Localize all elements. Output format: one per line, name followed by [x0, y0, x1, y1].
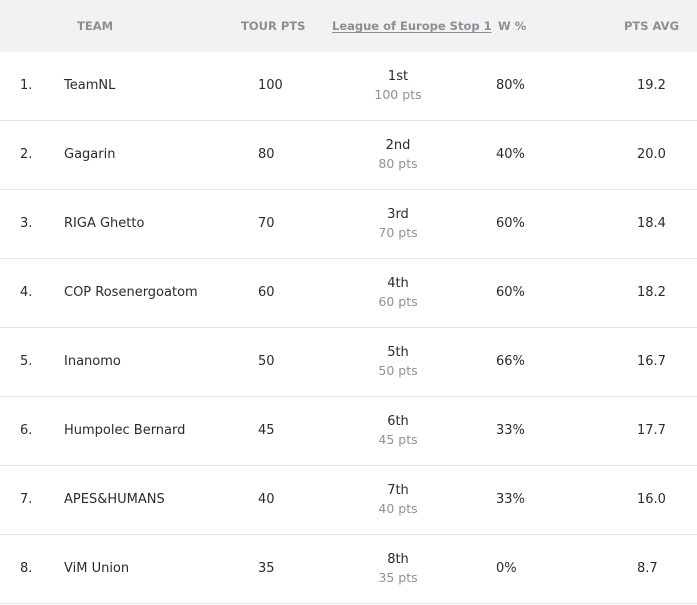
stop-result: 8th 35 pts — [360, 551, 436, 587]
stop-pts: 45 pts — [378, 432, 418, 447]
win-pct: 60% — [496, 216, 525, 231]
table-row: 3. RIGA Ghetto 70 3rd 70 pts 60% 18.4 — [0, 190, 697, 259]
stop-place: 3rd — [387, 207, 409, 222]
header-win-pct: W % — [498, 19, 527, 33]
tour-pts: 40 — [258, 492, 275, 507]
table-row: 4. COP Rosenergoatom 60 4th 60 pts 60% 1… — [0, 259, 697, 328]
stop-place: 7th — [387, 483, 409, 498]
win-pct: 60% — [496, 285, 525, 300]
stop-result: 6th 45 pts — [360, 413, 436, 449]
tour-pts: 50 — [258, 354, 275, 369]
stop-pts: 50 pts — [378, 363, 418, 378]
rank: 8. — [20, 561, 33, 576]
table-row: 7. APES&HUMANS 40 7th 40 pts 33% 16.0 — [0, 466, 697, 535]
pts-avg: 20.0 — [637, 147, 666, 162]
stop-result: 1st 100 pts — [360, 68, 436, 104]
stop-place: 4th — [387, 276, 409, 291]
tour-pts: 45 — [258, 423, 275, 438]
rank: 5. — [20, 354, 33, 369]
team-name[interactable]: TeamNL — [64, 78, 116, 93]
stop-pts: 35 pts — [378, 570, 418, 585]
header-tour-pts: TOUR PTS — [241, 19, 306, 33]
rank: 6. — [20, 423, 33, 438]
team-name[interactable]: Gagarin — [64, 147, 116, 162]
team-name[interactable]: ViM Union — [64, 561, 130, 576]
pts-avg: 17.7 — [637, 423, 666, 438]
stop-result: 7th 40 pts — [360, 482, 436, 518]
win-pct: 40% — [496, 147, 525, 162]
team-name[interactable]: Humpolec Bernard — [64, 423, 186, 438]
win-pct: 80% — [496, 78, 525, 93]
table-row: 1. TeamNL 100 1st 100 pts 80% 19.2 — [0, 52, 697, 121]
team-name[interactable]: RIGA Ghetto — [64, 216, 145, 231]
stop-pts: 40 pts — [378, 501, 418, 516]
stop-result: 2nd 80 pts — [360, 137, 436, 173]
stop-place: 2nd — [385, 138, 411, 153]
stop-result: 5th 50 pts — [360, 344, 436, 380]
pts-avg: 8.7 — [637, 561, 658, 576]
rank: 3. — [20, 216, 33, 231]
team-name[interactable]: Inanomo — [64, 354, 121, 369]
pts-avg: 18.4 — [637, 216, 666, 231]
tour-pts: 80 — [258, 147, 275, 162]
pts-avg: 16.7 — [637, 354, 666, 369]
pts-avg: 18.2 — [637, 285, 666, 300]
pts-avg: 16.0 — [637, 492, 666, 507]
stop-pts: 100 pts — [374, 87, 422, 102]
pts-avg: 19.2 — [637, 78, 666, 93]
tour-pts: 60 — [258, 285, 275, 300]
stop-place: 5th — [387, 345, 409, 360]
tour-pts: 70 — [258, 216, 275, 231]
rank: 7. — [20, 492, 33, 507]
rank: 1. — [20, 78, 33, 93]
stop-pts: 60 pts — [378, 294, 418, 309]
table-header: TEAM TOUR PTS League of Europe Stop 1 W … — [0, 0, 697, 52]
win-pct: 0% — [496, 561, 517, 576]
stop-result: 4th 60 pts — [360, 275, 436, 311]
table-row: 8. ViM Union 35 8th 35 pts 0% 8.7 — [0, 535, 697, 604]
win-pct: 33% — [496, 492, 525, 507]
table-row: 2. Gagarin 80 2nd 80 pts 40% 20.0 — [0, 121, 697, 190]
table-row: 5. Inanomo 50 5th 50 pts 66% 16.7 — [0, 328, 697, 397]
stop-place: 6th — [387, 414, 409, 429]
win-pct: 66% — [496, 354, 525, 369]
team-name[interactable]: COP Rosenergoatom — [64, 285, 198, 300]
tour-pts: 35 — [258, 561, 275, 576]
header-team: TEAM — [77, 19, 114, 33]
stop-place: 1st — [387, 69, 409, 84]
rank: 4. — [20, 285, 33, 300]
rank: 2. — [20, 147, 33, 162]
stop-pts: 80 pts — [378, 156, 418, 171]
stop-place: 8th — [387, 552, 409, 567]
stop-pts: 70 pts — [378, 225, 418, 240]
stop-result: 3rd 70 pts — [360, 206, 436, 242]
team-name[interactable]: APES&HUMANS — [64, 492, 165, 507]
header-pts-avg: PTS AVG — [624, 19, 680, 33]
table-row: 6. Humpolec Bernard 45 6th 45 pts 33% 17… — [0, 397, 697, 466]
win-pct: 33% — [496, 423, 525, 438]
header-stop-link[interactable]: League of Europe Stop 1 — [332, 19, 492, 33]
tour-pts: 100 — [258, 78, 283, 93]
